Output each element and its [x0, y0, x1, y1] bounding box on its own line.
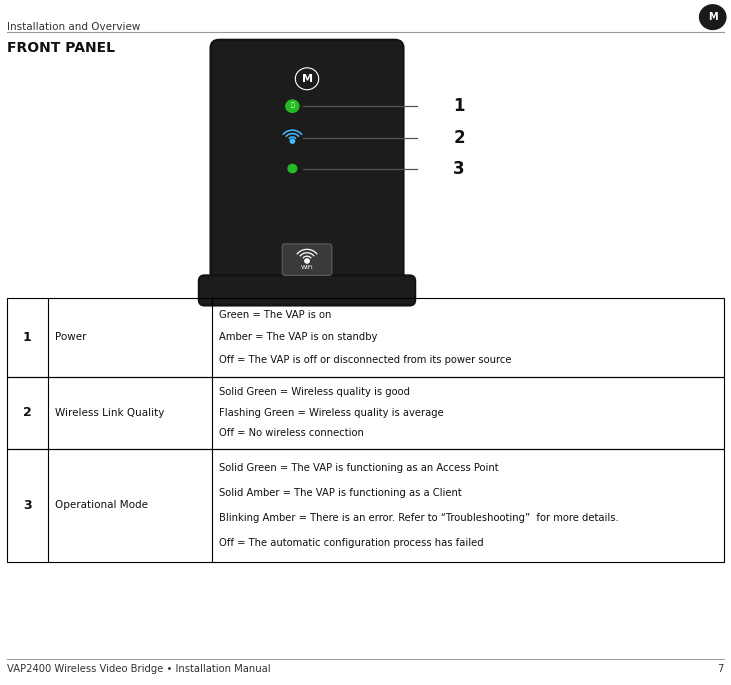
Circle shape — [288, 164, 297, 173]
FancyBboxPatch shape — [282, 244, 332, 275]
Bar — [7, 298, 724, 377]
Text: Off = The VAP is off or disconnected from its power source: Off = The VAP is off or disconnected fro… — [219, 355, 512, 365]
Circle shape — [305, 259, 309, 263]
Text: Off = The automatic configuration process has failed: Off = The automatic configuration proces… — [219, 538, 484, 548]
Text: Flashing Green = Wireless quality is average: Flashing Green = Wireless quality is ave… — [219, 408, 444, 418]
Text: Solid Amber = The VAP is functioning as a Client: Solid Amber = The VAP is functioning as … — [219, 488, 462, 497]
FancyBboxPatch shape — [199, 275, 415, 306]
Text: 2: 2 — [23, 406, 31, 419]
Circle shape — [286, 100, 299, 112]
Text: Installation and Overview: Installation and Overview — [7, 22, 140, 32]
FancyBboxPatch shape — [211, 40, 404, 289]
Bar — [7, 377, 724, 449]
Text: M: M — [301, 74, 313, 84]
Text: Off = No wireless connection: Off = No wireless connection — [219, 428, 364, 438]
Text: Solid Green = The VAP is functioning as an Access Point: Solid Green = The VAP is functioning as … — [219, 462, 499, 473]
Text: VAP2400 Wireless Video Bridge • Installation Manual: VAP2400 Wireless Video Bridge • Installa… — [7, 664, 271, 675]
Circle shape — [290, 139, 295, 143]
Text: 3: 3 — [23, 499, 31, 512]
Text: M: M — [708, 12, 718, 22]
Text: 2: 2 — [453, 129, 465, 147]
Text: 3: 3 — [453, 160, 465, 177]
Bar — [7, 449, 724, 562]
Text: Amber = The VAP is on standby: Amber = The VAP is on standby — [219, 332, 378, 342]
Text: Operational Mode: Operational Mode — [55, 500, 148, 510]
Text: FRONT PANEL: FRONT PANEL — [7, 41, 115, 55]
Text: WiFi: WiFi — [300, 264, 314, 270]
Text: Power: Power — [55, 332, 86, 342]
Text: ⏻: ⏻ — [290, 103, 295, 108]
Text: Blinking Amber = There is an error. Refer to “Troubleshooting”  for more details: Blinking Amber = There is an error. Refe… — [219, 513, 619, 523]
Text: 7: 7 — [717, 664, 724, 675]
Circle shape — [700, 5, 726, 29]
Text: 1: 1 — [23, 331, 31, 344]
Text: Green = The VAP is on: Green = The VAP is on — [219, 310, 332, 320]
Text: Solid Green = Wireless quality is good: Solid Green = Wireless quality is good — [219, 387, 410, 397]
Text: Wireless Link Quality: Wireless Link Quality — [55, 408, 164, 418]
Text: 1: 1 — [453, 97, 465, 115]
